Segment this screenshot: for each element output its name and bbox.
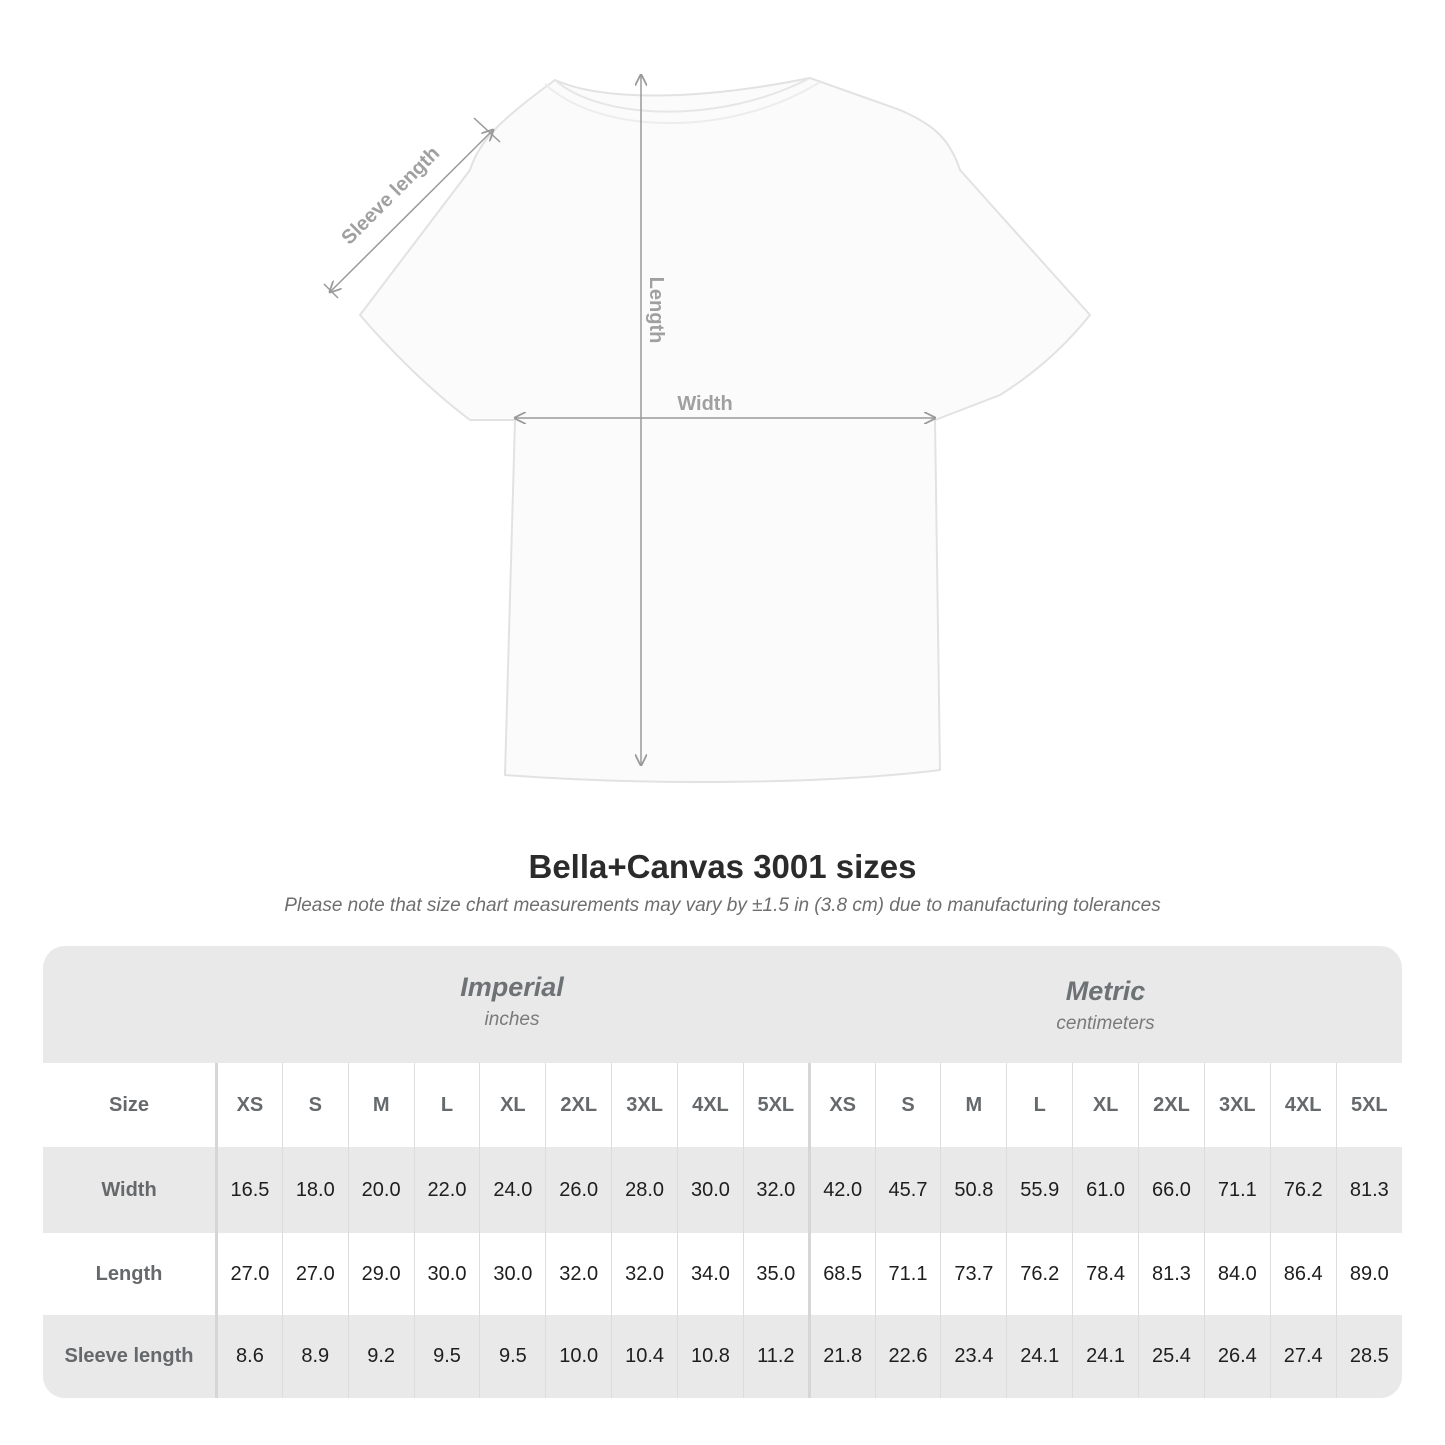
page-title: Bella+Canvas 3001 sizes [528, 848, 917, 885]
imperial-size-l: L [413, 1063, 480, 1147]
metric-size-xl: XL [1072, 1063, 1139, 1147]
table-row: Length 27.0 27.0 29.0 30.0 30.0 32.0 32.0 34.0 35… [43, 1233, 1402, 1315]
imperial-value-cell: 34.0 [677, 1233, 744, 1315]
imperial-size-xl: XL [479, 1063, 546, 1147]
metric-value-cell: 50.8 [940, 1147, 1007, 1233]
metric-value-cell: 55.9 [1006, 1147, 1073, 1233]
size-chart: Imperial inches Metric centimeters Size X… [43, 946, 1402, 1398]
metric-value-cell: 26.4 [1203, 1315, 1271, 1398]
imperial-value-cell: 24.0 [479, 1147, 546, 1233]
metric-value-cell: 24.1 [1072, 1315, 1139, 1398]
table-row: Width 16.5 18.0 20.0 22.0 24.0 26.0 28.0 30.0 32.… [43, 1147, 1402, 1233]
metric-size-3xl: 3XL [1203, 1063, 1271, 1147]
metric-value-cell: 81.3 [1138, 1233, 1205, 1315]
metric-value-cell: 86.4 [1269, 1233, 1337, 1315]
imperial-value-cell: 10.8 [677, 1315, 744, 1398]
imperial-value-cell: 18.0 [281, 1147, 349, 1233]
metric-value-cell: 23.4 [940, 1315, 1007, 1398]
width-label: Width [677, 393, 732, 415]
imperial-value-cell: 32.0 [545, 1233, 612, 1315]
tshirt-diagram: Sleeve length Length Width [323, 0, 1092, 783]
imperial-value-cell: 27.0 [281, 1233, 349, 1315]
imperial-value-cell: 9.5 [413, 1315, 480, 1398]
size-table: Size XS S M L XL 2XL 3XL 4XL 5XL XS S M L XL 2XL 3XL 4XL 5… [43, 1063, 1402, 1398]
imperial-size-5xl: 5XL [742, 1063, 810, 1147]
imperial-value-cell: 32.0 [611, 1233, 678, 1315]
metric-size-xs: XS [807, 1063, 876, 1147]
metric-value-cell: 25.4 [1138, 1315, 1205, 1398]
imperial-value-cell: 8.9 [281, 1315, 349, 1398]
metric-value-cell: 89.0 [1335, 1233, 1402, 1315]
imperial-value-cell: 9.5 [479, 1315, 546, 1398]
imperial-value-cell: 26.0 [545, 1147, 612, 1233]
imperial-size-4xl: 4XL [677, 1063, 744, 1147]
metric-value-cell: 76.2 [1269, 1147, 1337, 1233]
size-label: Size [43, 1063, 218, 1147]
tolerance-note: Please note that size chart measurements… [284, 895, 1161, 916]
metric-value-cell: 24.1 [1006, 1315, 1073, 1398]
metric-value-cell: 76.2 [1006, 1233, 1073, 1315]
metric-value-cell: 61.0 [1072, 1147, 1139, 1233]
imperial-value-cell: 9.2 [347, 1315, 415, 1398]
imperial-value-cell: 10.4 [611, 1315, 678, 1398]
imperial-value-cell: 10.0 [545, 1315, 612, 1398]
imperial-value-cell: 35.0 [742, 1233, 810, 1315]
metric-size-m: M [940, 1063, 1007, 1147]
imperial-value-cell: 20.0 [347, 1147, 415, 1233]
imperial-value-cell: 30.0 [413, 1233, 480, 1315]
metric-size-5xl: 5XL [1335, 1063, 1402, 1147]
row-label: Length [43, 1233, 218, 1315]
metric-title: Metric [1065, 976, 1146, 1006]
metric-value-cell: 66.0 [1138, 1147, 1205, 1233]
imperial-value-cell: 8.6 [216, 1315, 283, 1398]
metric-size-2xl: 2XL [1138, 1063, 1205, 1147]
imperial-unit: inches [484, 1009, 540, 1030]
metric-value-cell: 42.0 [807, 1147, 876, 1233]
imperial-title: Imperial [460, 972, 564, 1002]
imperial-value-cell: 27.0 [216, 1233, 283, 1315]
length-label: Length [645, 277, 667, 344]
imperial-value-cell: 30.0 [677, 1147, 744, 1233]
imperial-value-cell: 28.0 [611, 1147, 678, 1233]
table-row: Sleeve length 8.6 8.9 9.2 9.5 9.5 10.0 10.4 10.8… [43, 1315, 1402, 1398]
metric-unit: centimeters [1056, 1013, 1155, 1034]
imperial-size-m: M [347, 1063, 415, 1147]
imperial-value-cell: 11.2 [742, 1315, 810, 1398]
metric-value-cell: 71.1 [874, 1233, 941, 1315]
tshirt-shape [358, 76, 1092, 783]
imperial-size-xs: XS [216, 1063, 283, 1147]
sleeve-measure-line [330, 130, 493, 292]
imperial-value-cell: 30.0 [479, 1233, 546, 1315]
imperial-size-2xl: 2XL [545, 1063, 612, 1147]
metric-size-4xl: 4XL [1269, 1063, 1337, 1147]
metric-value-cell: 28.5 [1335, 1315, 1402, 1398]
metric-header: Metric centimeters [809, 946, 1402, 1063]
metric-value-cell: 27.4 [1269, 1315, 1337, 1398]
metric-value-cell: 78.4 [1072, 1233, 1139, 1315]
size-header-row: Size XS S M L XL 2XL 3XL 4XL 5XL XS S M L XL 2XL 3XL 4XL 5… [43, 1063, 1402, 1147]
metric-value-cell: 81.3 [1335, 1147, 1402, 1233]
row-label: Sleeve length [43, 1315, 218, 1398]
metric-size-s: S [874, 1063, 941, 1147]
metric-size-l: L [1006, 1063, 1073, 1147]
imperial-size-s: S [281, 1063, 349, 1147]
row-label: Width [43, 1147, 218, 1233]
imperial-value-cell: 32.0 [742, 1147, 810, 1233]
metric-value-cell: 22.6 [874, 1315, 941, 1398]
metric-value-cell: 45.7 [874, 1147, 941, 1233]
metric-value-cell: 21.8 [807, 1315, 876, 1398]
metric-value-cell: 73.7 [940, 1233, 1007, 1315]
metric-value-cell: 71.1 [1203, 1147, 1271, 1233]
imperial-size-3xl: 3XL [611, 1063, 678, 1147]
imperial-value-cell: 16.5 [216, 1147, 283, 1233]
metric-value-cell: 84.0 [1203, 1233, 1271, 1315]
imperial-value-cell: 29.0 [347, 1233, 415, 1315]
metric-value-cell: 68.5 [807, 1233, 876, 1315]
imperial-header: Imperial inches [215, 946, 809, 1063]
imperial-value-cell: 22.0 [413, 1147, 480, 1233]
